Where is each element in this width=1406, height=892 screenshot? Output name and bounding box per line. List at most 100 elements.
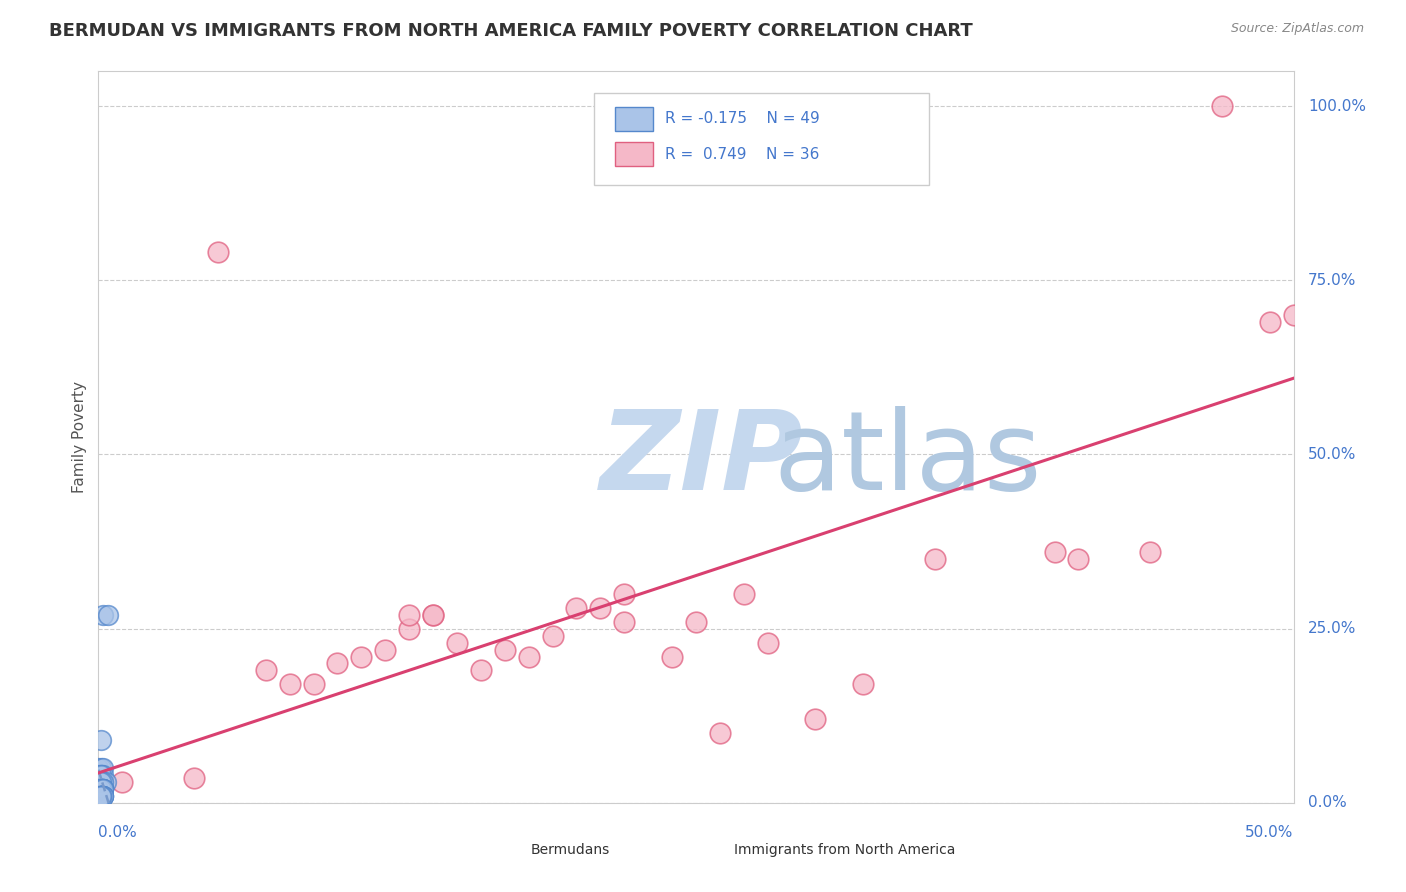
Point: [91, 781, 114, 796]
Point: [90, 789, 112, 803]
Point: [90, 775, 112, 789]
Point: [90, 789, 112, 803]
Point: [91, 781, 114, 796]
Point: [90, 781, 112, 796]
Point: [91, 761, 114, 775]
Point: [87, 781, 110, 796]
Point: [90, 781, 112, 796]
Point: [87, 781, 110, 796]
Point: [90, 781, 112, 796]
Point: [87, 789, 110, 803]
Text: 50.0%: 50.0%: [1246, 825, 1294, 839]
Point: [804, 712, 827, 726]
Point: [565, 600, 588, 615]
Point: [685, 615, 707, 629]
Y-axis label: Family Poverty: Family Poverty: [72, 381, 87, 493]
Text: R = -0.175    N = 49: R = -0.175 N = 49: [665, 112, 820, 127]
Point: [90, 789, 112, 803]
Point: [398, 607, 420, 622]
Point: [91, 775, 114, 789]
Point: [398, 622, 420, 636]
Point: [1282, 308, 1305, 322]
Point: [470, 664, 492, 678]
Point: [422, 607, 444, 622]
FancyBboxPatch shape: [693, 838, 730, 861]
Point: [1067, 552, 1090, 566]
Point: [91, 607, 114, 622]
Point: [326, 657, 349, 671]
Text: ZIP: ZIP: [600, 406, 804, 513]
Point: [94, 775, 117, 789]
Point: [90, 789, 112, 803]
Point: [733, 587, 755, 601]
Point: [90, 781, 112, 796]
Text: atlas: atlas: [773, 406, 1042, 513]
Point: [87, 789, 110, 803]
Text: 50.0%: 50.0%: [1308, 447, 1357, 462]
Point: [350, 649, 373, 664]
Text: 100.0%: 100.0%: [1308, 99, 1365, 113]
Point: [90, 775, 112, 789]
Point: [517, 649, 540, 664]
Point: [91, 789, 114, 803]
Point: [183, 772, 205, 786]
Point: [1139, 545, 1161, 559]
FancyBboxPatch shape: [614, 143, 652, 166]
Point: [302, 677, 325, 691]
Text: 0.0%: 0.0%: [1308, 796, 1347, 810]
Point: [90, 781, 112, 796]
Point: [90, 789, 112, 803]
Point: [90, 768, 112, 782]
Point: [446, 635, 468, 649]
Text: Immigrants from North America: Immigrants from North America: [734, 843, 956, 856]
Point: [90, 789, 112, 803]
Point: [87, 768, 110, 782]
Point: [87, 761, 110, 775]
Point: [852, 677, 875, 691]
Point: [661, 649, 683, 664]
Point: [541, 629, 564, 643]
Point: [97, 607, 120, 622]
Point: [91, 781, 114, 796]
Point: [90, 768, 112, 782]
Point: [709, 726, 731, 740]
Point: [91, 789, 114, 803]
Point: [91, 781, 114, 796]
Point: [1258, 315, 1281, 329]
Text: 25.0%: 25.0%: [1308, 621, 1357, 636]
Point: [613, 587, 636, 601]
Point: [278, 677, 301, 691]
Point: [207, 245, 229, 260]
Point: [374, 642, 396, 657]
Point: [90, 789, 112, 803]
Point: [90, 781, 112, 796]
Point: [90, 789, 112, 803]
FancyBboxPatch shape: [491, 838, 526, 861]
Point: [422, 607, 444, 622]
Point: [90, 781, 112, 796]
Text: BERMUDAN VS IMMIGRANTS FROM NORTH AMERICA FAMILY POVERTY CORRELATION CHART: BERMUDAN VS IMMIGRANTS FROM NORTH AMERIC…: [49, 22, 973, 40]
Point: [91, 775, 114, 789]
Point: [1211, 99, 1233, 113]
Point: [87, 775, 110, 789]
FancyBboxPatch shape: [595, 94, 929, 185]
Point: [90, 775, 112, 789]
Point: [924, 552, 946, 566]
Point: [589, 600, 612, 615]
Point: [90, 733, 112, 747]
Text: Source: ZipAtlas.com: Source: ZipAtlas.com: [1230, 22, 1364, 36]
Text: 0.0%: 0.0%: [98, 825, 138, 839]
Point: [91, 768, 114, 782]
Point: [613, 615, 636, 629]
Text: Bermudans: Bermudans: [531, 843, 610, 856]
Text: R =  0.749    N = 36: R = 0.749 N = 36: [665, 146, 820, 161]
Point: [91, 789, 114, 803]
Point: [90, 768, 112, 782]
Point: [90, 789, 112, 803]
Point: [494, 642, 516, 657]
Point: [90, 761, 112, 775]
Point: [254, 664, 277, 678]
Text: 75.0%: 75.0%: [1308, 273, 1357, 288]
Point: [91, 781, 114, 796]
Point: [90, 789, 112, 803]
